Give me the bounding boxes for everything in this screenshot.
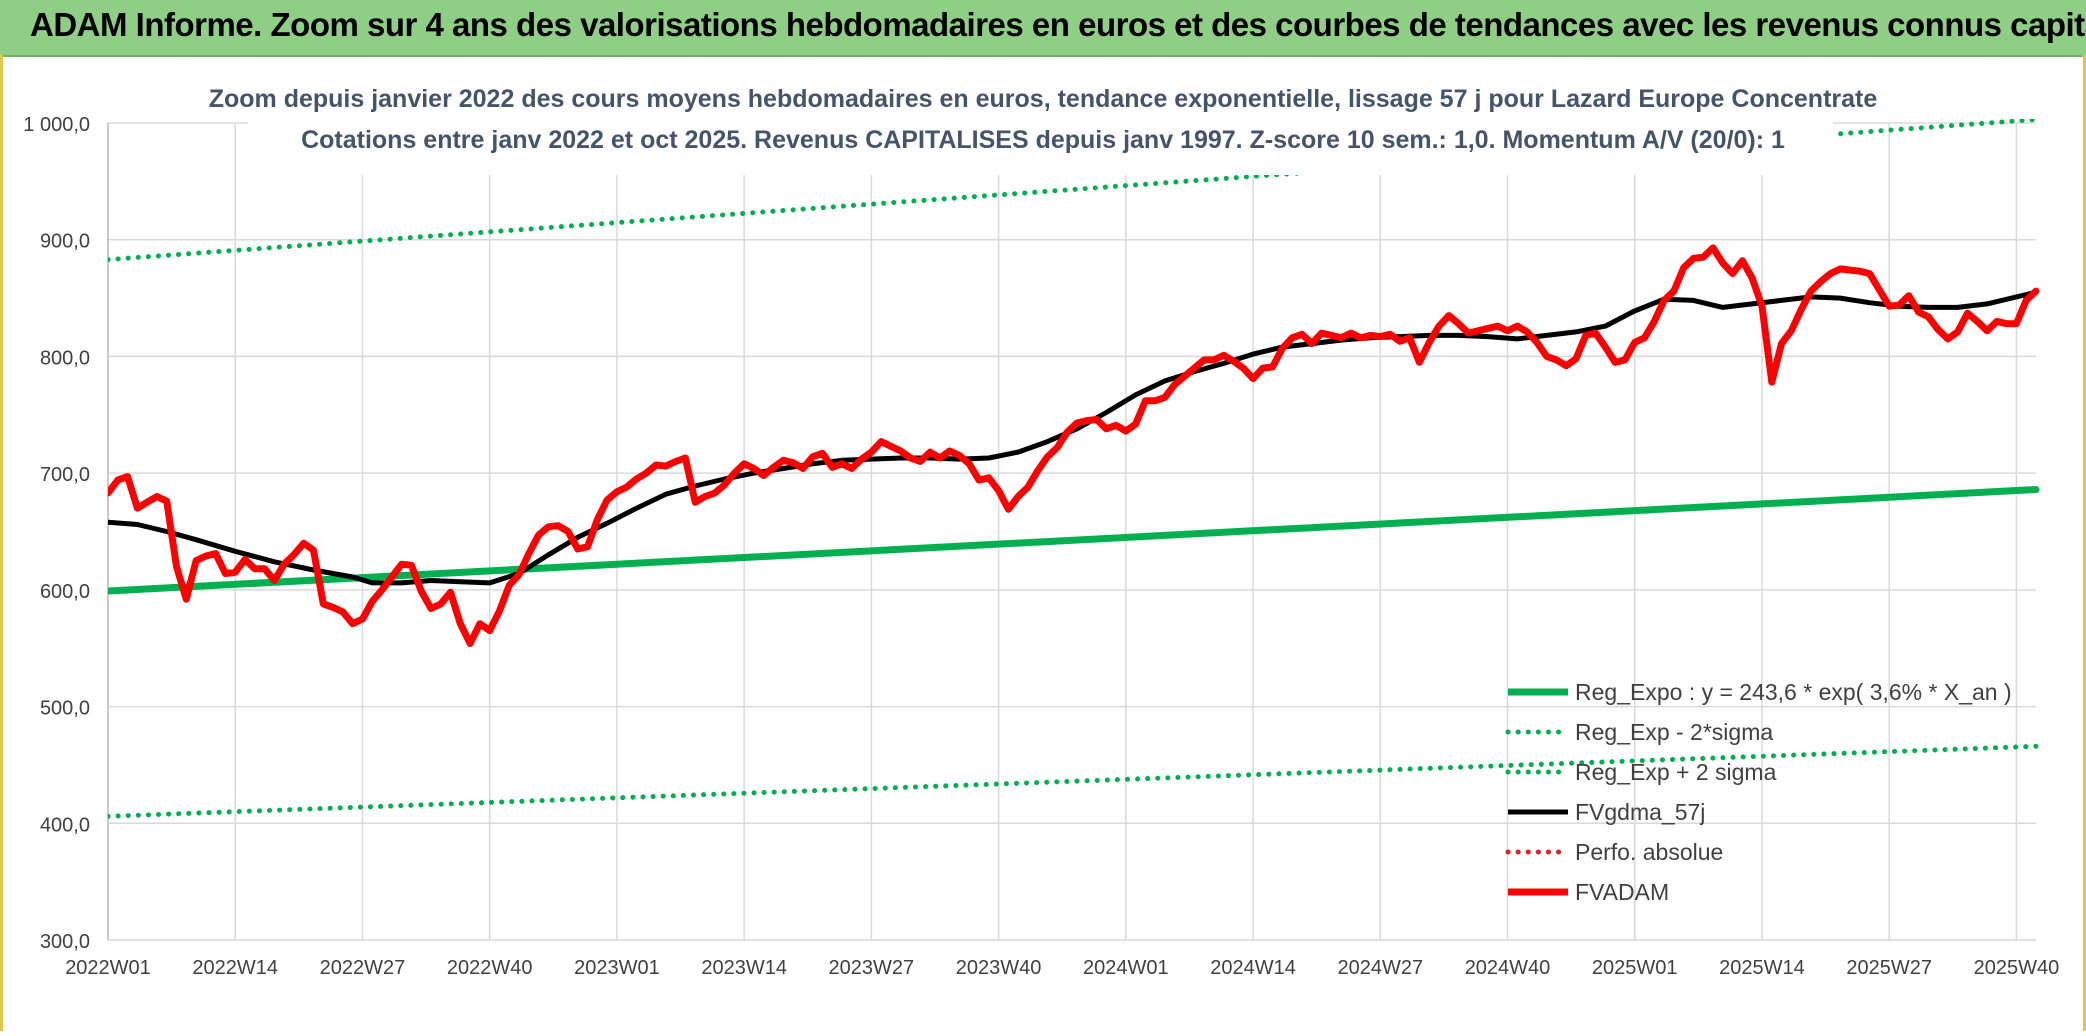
banner-title: ADAM Informe. Zoom sur 4 ans des valoris… [30,6,2086,43]
x-tick-label: 2023W27 [829,957,915,979]
y-tick-label: 800,0 [40,347,90,369]
x-axis: 2022W01 2022W14 2022W27 2022W40 2023W01 2023W… [65,957,2059,979]
legend-label: Reg_Expo : y = 243,6 * exp( 3,6% * X_an … [1575,679,2012,705]
title-background [248,79,1833,175]
legend-label: Reg_Exp - 2*sigma [1575,719,1773,745]
chart-area: 300,0 400,0 500,0 600,0 700,0 800,0 900,0 1 000… [0,55,2086,1031]
y-tick-label: 600,0 [40,581,90,603]
x-tick-label: 2022W40 [447,957,533,979]
x-tick-label: 2023W01 [574,957,660,979]
reg-exp-plus-2sigma-line [108,119,2039,263]
y-tick-label: 700,0 [40,464,90,486]
x-tick-label: 2025W01 [1592,957,1678,979]
x-tick-label: 2024W27 [1337,957,1423,979]
gridlines [107,122,2036,941]
legend-fvadam: FVADAM [1508,879,1669,905]
legend-label: FVADAM [1575,879,1669,905]
x-tick-label: 2025W27 [1846,957,1932,979]
chart-title: Zoom depuis janvier 2022 des cours moyen… [209,85,1878,113]
y-tick-label: 300,0 [40,931,90,953]
legend: Reg_Expo : y = 243,6 * exp( 3,6% * X_an … [1505,679,2012,905]
y-tick-label: 1 000,0 [23,114,90,136]
legend-label: Perfo. absolue [1575,839,1723,865]
reg-exp-minus-2sigma-line [108,743,2039,819]
y-tick-label: 400,0 [40,814,90,836]
x-tick-label: 2023W14 [701,957,787,979]
y-tick-label: 900,0 [40,231,90,253]
x-tick-label: 2025W40 [1974,957,2060,979]
legend-reg-exp-minus: Reg_Exp - 2*sigma [1505,719,1773,745]
legend-label: FVgdma_57j [1575,799,1705,825]
legend-reg-exp-plus: Reg_Exp + 2 sigma [1505,759,1777,785]
x-tick-label: 2022W14 [192,957,278,979]
legend-reg-expo: Reg_Expo : y = 243,6 * exp( 3,6% * X_an … [1508,679,2012,705]
chart-title-block: Zoom depuis janvier 2022 des cours moyen… [209,79,1878,175]
y-tick-label: 500,0 [40,698,90,720]
line-chart: 300,0 400,0 500,0 600,0 700,0 800,0 900,0 1 000… [23,79,2059,979]
fvadam-line [108,244,2040,647]
x-tick-label: 2023W40 [956,957,1042,979]
x-tick-label: 2022W01 [65,957,151,979]
x-tick-label: 2024W40 [1465,957,1551,979]
chart-subtitle: Cotations entre janv 2022 et oct 2025. R… [301,126,1785,154]
series [108,119,2040,819]
legend-label: Reg_Exp + 2 sigma [1575,759,1777,785]
banner: ADAM Informe. Zoom sur 4 ans des valoris… [0,0,2086,57]
y-axis: 300,0 400,0 500,0 600,0 700,0 800,0 900,0 1 000… [23,114,90,953]
legend-perfo: Perfo. absolue [1505,839,1723,865]
x-tick-label: 2024W01 [1083,957,1169,979]
legend-fvgdma: FVgdma_57j [1508,799,1705,825]
x-tick-label: 2022W27 [320,957,406,979]
reg-expo-line [108,486,2040,595]
x-tick-label: 2024W14 [1210,957,1296,979]
x-tick-label: 2025W14 [1719,957,1805,979]
